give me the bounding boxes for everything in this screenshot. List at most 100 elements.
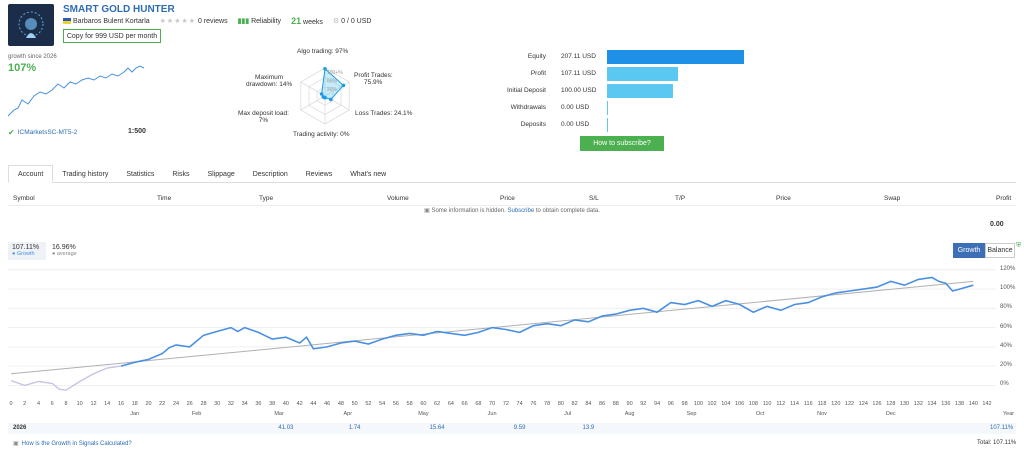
month-label: Apr [343, 411, 353, 417]
month-label: Jan [130, 411, 140, 417]
radar-label-load: Max deposit load: 7% [238, 110, 289, 124]
radar-label-profit: Profit Trades: 75.9% [354, 72, 393, 86]
x-tick-label: 90 [626, 401, 633, 407]
x-tick-label: 122 [844, 401, 855, 407]
x-tick-label: 128 [886, 401, 896, 407]
x-tick-label: 68 [475, 401, 482, 407]
x-tick-label: 80 [557, 401, 564, 407]
column-header-price[interactable]: Price [776, 195, 791, 202]
column-header-swap[interactable]: Swap [884, 195, 901, 202]
equity-row-label: Deposits [520, 121, 546, 128]
how-to-subscribe-button[interactable]: How to subscribe? [580, 136, 664, 151]
x-tick-label: 34 [241, 401, 248, 407]
x-tick-label: 84 [585, 401, 592, 407]
year-values-row [8, 423, 1016, 434]
reliability: ▮▮▮ Reliability [237, 18, 282, 25]
x-tick-label: 142 [982, 401, 992, 407]
x-tick-label: 42 [296, 401, 303, 407]
pre-signal-line [10, 365, 122, 391]
month-label: Dec [885, 411, 896, 417]
x-tick-label: 102 [707, 401, 717, 407]
x-tick-label: 70 [489, 401, 496, 407]
monthly-growth-value: 1.74 [348, 425, 361, 431]
tab-what-s-new[interactable]: What's new [350, 170, 387, 178]
column-header-s-l[interactable]: S/L [589, 195, 599, 202]
x-tick-label: 56 [392, 401, 399, 407]
column-header-symbol[interactable]: Symbol [13, 195, 35, 202]
x-tick-label: 20 [145, 401, 152, 407]
column-header-profit[interactable]: Profit [996, 195, 1012, 202]
y-tick-label: 100% [1000, 285, 1016, 292]
x-tick-label: 94 [654, 401, 661, 407]
column-header-volume[interactable]: Volume [387, 195, 409, 202]
monthly-growth-value: 9.59 [513, 425, 526, 431]
x-tick-label: 78 [544, 401, 551, 407]
rating[interactable]: ★★★★★ 0 reviews [159, 18, 228, 25]
x-tick-label: 74 [516, 401, 523, 407]
month-label: Feb [191, 411, 202, 417]
subscribe-link[interactable]: Subscribe [507, 208, 535, 214]
month-label: Aug [624, 411, 635, 417]
x-tick-label: 136 [941, 401, 951, 407]
equity-bar [607, 118, 608, 132]
broker[interactable]: ✔ ICMarketsSC-MT5-2 [8, 128, 78, 137]
growth-calc-link[interactable]: ▣ How is the Growth in Signals Calculate… [13, 440, 132, 448]
x-tick-label: 138 [954, 401, 965, 407]
equity-bar [607, 84, 673, 98]
column-header-time[interactable]: Time [157, 195, 172, 202]
tab-statistics[interactable]: Statistics [126, 170, 155, 178]
month-label: Oct [755, 411, 765, 417]
radar-point [319, 92, 324, 96]
author[interactable]: Barbaros Bulent Kortarla [63, 18, 150, 25]
column-header-type[interactable]: Type [259, 195, 274, 202]
growth-toggle-button[interactable]: Growth [953, 243, 985, 258]
balance-toggle-button[interactable]: Balance [985, 243, 1015, 258]
total-growth: Total: 107.11% [977, 440, 1017, 446]
x-tick-label: 14 [104, 401, 111, 407]
tab-slippage[interactable]: Slippage [207, 170, 235, 178]
tab-trading-history[interactable]: Trading history [62, 170, 109, 178]
column-header-t-p[interactable]: T/P [675, 195, 686, 202]
copy-button[interactable]: Copy for 999 USD per month [63, 29, 161, 43]
tab-account[interactable]: Account [8, 165, 54, 183]
signal-meta-line: Barbaros Bulent Kortarla ★★★★★ 0 reviews… [63, 16, 371, 26]
radar-point [323, 67, 327, 71]
x-tick-label: 140 [968, 401, 978, 407]
radar-ring-label-60: 60% [327, 79, 338, 85]
flag-icon [63, 17, 71, 24]
tab-risks[interactable]: Risks [172, 170, 190, 178]
x-tick-label: 100 [693, 401, 703, 407]
equity-row-value: 0.00 USD [561, 121, 590, 128]
x-tick-label: 32 [227, 401, 234, 407]
radar-label-loss: Loss Trades: 24.1% [355, 110, 413, 117]
x-tick-label: 12 [90, 401, 97, 407]
radar-ring-label-100: 100+% [327, 70, 343, 76]
y-tick-label: 60% [1000, 323, 1013, 330]
x-tick-label: 116 [803, 401, 813, 407]
equity-row-value: 0.00 USD [561, 104, 590, 111]
x-tick-label: 108 [748, 401, 758, 407]
x-tick-label: 52 [365, 401, 372, 407]
x-tick-label: 98 [681, 401, 688, 407]
equity-row-value: 107.11 USD [561, 70, 596, 77]
monthly-growth-value: 41.03 [278, 425, 294, 431]
lock-icon: ▣ [424, 208, 430, 214]
tab-reviews[interactable]: Reviews [305, 170, 333, 178]
radar-ring-label-20: 20% [327, 87, 338, 93]
x-tick-label: 64 [447, 401, 454, 407]
signal-logo [8, 4, 54, 46]
growth-chart [8, 269, 996, 391]
signal-title[interactable]: SMART GOLD HUNTER [63, 4, 175, 15]
x-tick-label: 44 [310, 401, 317, 407]
mini-growth-chart [8, 65, 145, 117]
x-tick-label: 72 [502, 401, 509, 407]
tab-description[interactable]: Description [252, 170, 288, 178]
column-header-price[interactable]: Price [500, 195, 515, 202]
x-tick-label: 0 [9, 401, 13, 407]
x-tick-label: 50 [351, 401, 358, 407]
equity-bar [607, 50, 744, 64]
x-tick-label: 4 [36, 401, 41, 407]
y-tick-label: 40% [1000, 342, 1013, 349]
x-tick-label: 62 [434, 401, 441, 407]
month-label: Nov [817, 411, 827, 417]
